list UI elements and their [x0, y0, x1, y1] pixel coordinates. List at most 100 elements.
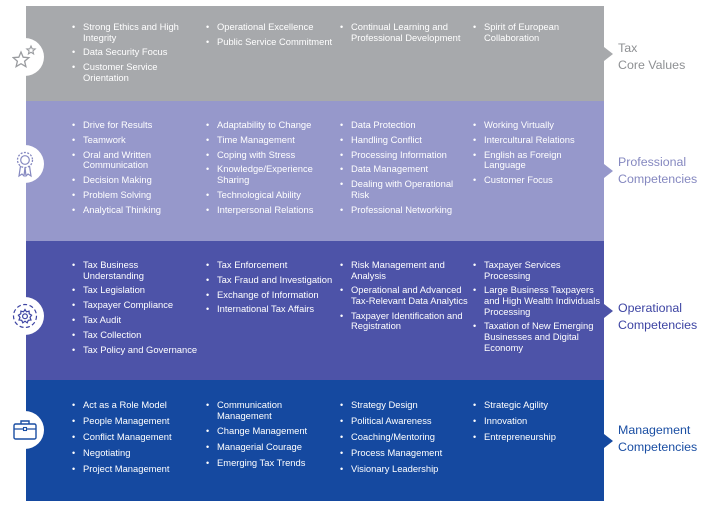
row-label-line: Competencies	[618, 172, 698, 186]
stars-icon	[6, 38, 44, 76]
row-label-line: Operational	[618, 301, 683, 315]
column-2: Adaptability to Change Time Management Cop…	[206, 119, 334, 219]
column-3: Continual Learning and Professional Deve…	[340, 21, 468, 47]
list-item: Teamwork	[72, 134, 200, 146]
row-label-core: Tax Core Values	[618, 40, 685, 74]
row-label-professional: Professional Competencies	[618, 154, 697, 188]
column-4: Spirit of European Collaboration	[473, 21, 601, 47]
list-item: Project Management	[72, 463, 200, 475]
row-label-operational: Operational Competencies	[618, 300, 697, 334]
column-3: Strategy Design Political Awareness Coachi…	[340, 399, 468, 479]
list-item: English as Foreign Language	[473, 149, 601, 171]
list-item: Strategy Design	[340, 399, 468, 411]
list-item: Tax Enforcement	[206, 259, 334, 271]
list-item: People Management	[72, 415, 200, 427]
list-item: Spirit of European Collaboration	[473, 21, 601, 43]
band-arrow	[604, 303, 613, 318]
list-item: Tax Audit	[72, 314, 200, 326]
list-item: Intercultural Relations	[473, 134, 601, 146]
list-item: Decision Making	[72, 174, 200, 186]
list-item: Exchange of Information	[206, 289, 334, 301]
band-management: Act as a Role Model People Management Conf…	[26, 380, 613, 501]
band-arrow	[604, 164, 613, 178]
list-item: Political Awareness	[340, 415, 468, 427]
list-item: Oral and Written Communication	[72, 149, 200, 171]
list-item: Dealing with Operational Risk	[340, 178, 468, 200]
list-item: Tax Business Understanding	[72, 259, 200, 281]
list-item: Knowledge/Experience Sharing	[206, 163, 334, 185]
list-item: Tax Collection	[72, 329, 200, 341]
list-item: Working Virtually	[473, 119, 601, 131]
column-1: Tax Business Understanding Tax Legislatio…	[72, 259, 200, 359]
column-2: Operational Excellence Public Service Com…	[206, 21, 334, 52]
list-item: Operational and Advanced Tax-Relevant Da…	[340, 285, 468, 306]
band-operational: Tax Business Understanding Tax Legislatio…	[26, 241, 613, 380]
column-4: Taxpayer Services Processing Large Busine…	[473, 259, 601, 357]
column-1: Strong Ethics and High Integrity Data Sec…	[72, 21, 200, 88]
row-label-management: Management Competencies	[618, 422, 697, 456]
column-3: Risk Management and Analysis Operational …	[340, 259, 468, 336]
row-label-line: Professional	[618, 155, 687, 169]
list-item: Drive for Results	[72, 119, 200, 131]
gear-icon	[6, 297, 44, 335]
list-item: Managerial Courage	[206, 442, 334, 453]
list-item: Innovation	[473, 415, 601, 427]
list-item: Communication Management	[206, 399, 334, 421]
list-item: Conflict Management	[72, 431, 200, 443]
list-item: Strategic Agility	[473, 399, 601, 411]
list-item: Taxpayer Identification and Registration	[340, 310, 468, 332]
list-item: Tax Legislation	[72, 285, 200, 296]
list-item: Act as a Role Model	[72, 399, 200, 411]
list-item: Taxation of New Emerging Businesses and …	[473, 321, 601, 353]
list-item: Customer Focus	[473, 174, 601, 186]
list-item: Professional Networking	[340, 204, 468, 216]
list-item: Large Business Taxpayers and High Wealth…	[473, 285, 601, 317]
band-arrow	[604, 46, 613, 61]
list-item: Process Management	[340, 447, 468, 459]
column-1: Act as a Role Model People Management Conf…	[72, 399, 200, 479]
row-label-line: Tax	[618, 41, 638, 55]
list-item: Handling Conflict	[340, 134, 468, 146]
list-item: Visionary Leadership	[340, 463, 468, 475]
band-core: Strong Ethics and High Integrity Data Sec…	[26, 6, 613, 101]
list-item: Taxpayer Services Processing	[473, 259, 601, 281]
list-item: Problem Solving	[72, 189, 200, 201]
list-item: Time Management	[206, 134, 334, 146]
list-item: Tax Policy and Governance	[72, 344, 200, 356]
list-item: Continual Learning and Professional Deve…	[340, 21, 468, 43]
award-ribbon-icon	[6, 145, 44, 183]
list-item: Emerging Tax Trends	[206, 458, 334, 469]
list-item: Coaching/Mentoring	[340, 431, 468, 443]
list-item: Analytical Thinking	[72, 204, 200, 216]
list-item: Risk Management and Analysis	[340, 259, 468, 281]
column-4: Strategic Agility Innovation Entrepreneurs…	[473, 399, 601, 448]
list-item: International Tax Affairs	[206, 304, 334, 315]
column-4: Working Virtually Intercultural Relations…	[473, 119, 601, 190]
list-item: Customer Service Orientation	[72, 61, 200, 83]
list-item: Strong Ethics and High Integrity	[72, 21, 200, 43]
list-item: Tax Fraud and Investigation	[206, 274, 334, 286]
row-label-line: Management	[618, 423, 691, 437]
column-2: Tax Enforcement Tax Fraud and Investigati…	[206, 259, 334, 319]
list-item: Data Security Focus	[72, 47, 200, 58]
row-label-line: Competencies	[618, 318, 698, 332]
column-1: Drive for Results Teamwork Oral and Writte…	[72, 119, 200, 219]
list-item: Coping with Stress	[206, 149, 334, 161]
list-item: Entrepreneurship	[473, 431, 601, 443]
row-label-line: Competencies	[618, 440, 698, 454]
column-3: Data Protection Handling Conflict Processi…	[340, 119, 468, 219]
list-item: Data Management	[340, 164, 468, 175]
list-item: Change Management	[206, 426, 334, 437]
list-item: Operational Excellence	[206, 21, 334, 33]
band-arrow	[604, 433, 613, 448]
list-item: Technological Ability	[206, 189, 334, 201]
list-item: Data Protection	[340, 119, 468, 131]
column-2: Communication Management Change Managemen…	[206, 399, 334, 474]
list-item: Adaptability to Change	[206, 119, 334, 131]
list-item: Public Service Commitment	[206, 36, 334, 48]
band-professional: Drive for Results Teamwork Oral and Writte…	[26, 101, 613, 241]
briefcase-icon	[6, 411, 44, 449]
list-item: Interpersonal Relations	[206, 204, 334, 216]
list-item: Processing Information	[340, 149, 468, 161]
list-item: Taxpayer Compliance	[72, 300, 200, 311]
